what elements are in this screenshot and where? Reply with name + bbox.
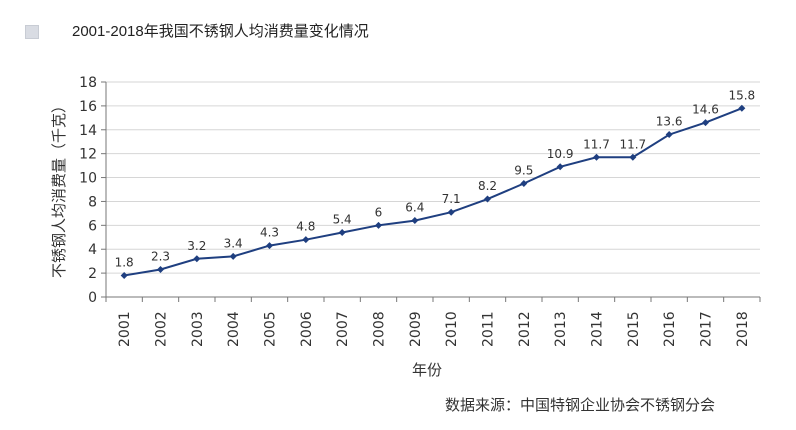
axes xyxy=(101,81,761,302)
x-tick-label: 2009 xyxy=(408,311,424,347)
legend-marker xyxy=(25,25,39,39)
data-point xyxy=(738,104,746,112)
data-point xyxy=(375,221,382,229)
y-tick-labels: 0 2 4 6 8 10 12 14 16 18 xyxy=(79,75,97,306)
data-label: 3.4 xyxy=(224,236,243,250)
data-label: 5.4 xyxy=(333,213,352,227)
x-tick-label: 2018 xyxy=(735,311,751,347)
data-point xyxy=(484,195,491,203)
y-tick-label: 12 xyxy=(79,147,97,163)
data-point xyxy=(447,208,455,216)
y-tick-label: 4 xyxy=(88,242,97,258)
data-label: 1.8 xyxy=(115,256,134,270)
data-label: 2.3 xyxy=(151,250,170,264)
data-labels: 1.8 2.3 3.2 3.4 4.3 4.8 5.4 6 6.4 7.1 8.2 9.5 10.9 11… xyxy=(115,88,756,269)
x-tick-label: 2004 xyxy=(226,311,242,347)
y-tick-label: 16 xyxy=(79,99,97,115)
data-point xyxy=(411,217,419,225)
x-tick-label: 2002 xyxy=(154,311,170,347)
x-tick-label: 2011 xyxy=(481,311,497,347)
data-point xyxy=(702,119,709,127)
x-tick-labels: 2001 2002 2003 2004 2005 2006 2007 2008 2009 2010… xyxy=(117,311,751,347)
x-tick-label: 2012 xyxy=(517,311,533,347)
x-tick-label: 2015 xyxy=(626,311,642,347)
y-tick-label: 8 xyxy=(88,194,97,210)
y-tick-label: 6 xyxy=(88,218,97,234)
x-tick-label: 2003 xyxy=(190,311,206,347)
y-tick-label: 14 xyxy=(79,123,97,139)
data-point xyxy=(665,131,673,139)
y-axis-label: 不锈钢人均消费量（千克） xyxy=(50,98,68,278)
x-tick-label: 2017 xyxy=(699,311,715,347)
data-point xyxy=(593,153,600,161)
x-tick-label: 2013 xyxy=(553,311,569,347)
x-tick-label: 2005 xyxy=(263,311,279,347)
data-source-note: 数据来源：中国特钢企业协会不锈钢分会 xyxy=(445,396,716,414)
data-label: 4.3 xyxy=(260,226,279,240)
data-label: 14.6 xyxy=(692,103,719,117)
y-tick-label: 2 xyxy=(88,266,97,282)
data-point xyxy=(520,180,528,188)
data-point xyxy=(556,163,564,171)
y-tick-label: 18 xyxy=(79,75,97,91)
x-tick-label: 2006 xyxy=(299,311,315,347)
data-point xyxy=(229,252,237,260)
x-tick-label: 2001 xyxy=(117,311,133,347)
x-tick-label: 2007 xyxy=(335,311,351,347)
data-point xyxy=(120,272,128,279)
data-point xyxy=(266,242,273,250)
data-point xyxy=(157,266,164,274)
data-point xyxy=(629,153,637,161)
data-label: 6.4 xyxy=(405,201,424,215)
chart-title: 2001-2018年我国不锈钢人均消费量变化情况 xyxy=(72,23,369,40)
x-axis-label: 年份 xyxy=(412,361,442,379)
data-label: 10.9 xyxy=(547,147,574,161)
data-label: 7.1 xyxy=(442,192,461,206)
data-label: 3.2 xyxy=(187,239,206,253)
x-tick-label: 2008 xyxy=(372,311,388,347)
data-label: 9.5 xyxy=(514,164,533,178)
data-label: 4.8 xyxy=(296,220,315,234)
data-label: 15.8 xyxy=(728,88,755,102)
x-tick-label: 2016 xyxy=(662,311,678,347)
data-points xyxy=(120,104,746,279)
data-point xyxy=(302,236,310,244)
data-label: 11.7 xyxy=(583,137,610,151)
x-tick-label: 2010 xyxy=(444,311,460,347)
data-label: 8.2 xyxy=(478,179,497,193)
data-point xyxy=(338,229,346,236)
y-tick-label: 10 xyxy=(79,171,97,187)
data-label: 6 xyxy=(375,205,383,219)
data-point xyxy=(193,255,201,263)
data-label: 13.6 xyxy=(656,115,683,129)
data-label: 11.7 xyxy=(619,137,646,151)
gridlines xyxy=(106,81,760,274)
series-line xyxy=(124,107,743,277)
x-tick-label: 2014 xyxy=(590,311,606,347)
y-tick-label: 0 xyxy=(88,290,97,306)
